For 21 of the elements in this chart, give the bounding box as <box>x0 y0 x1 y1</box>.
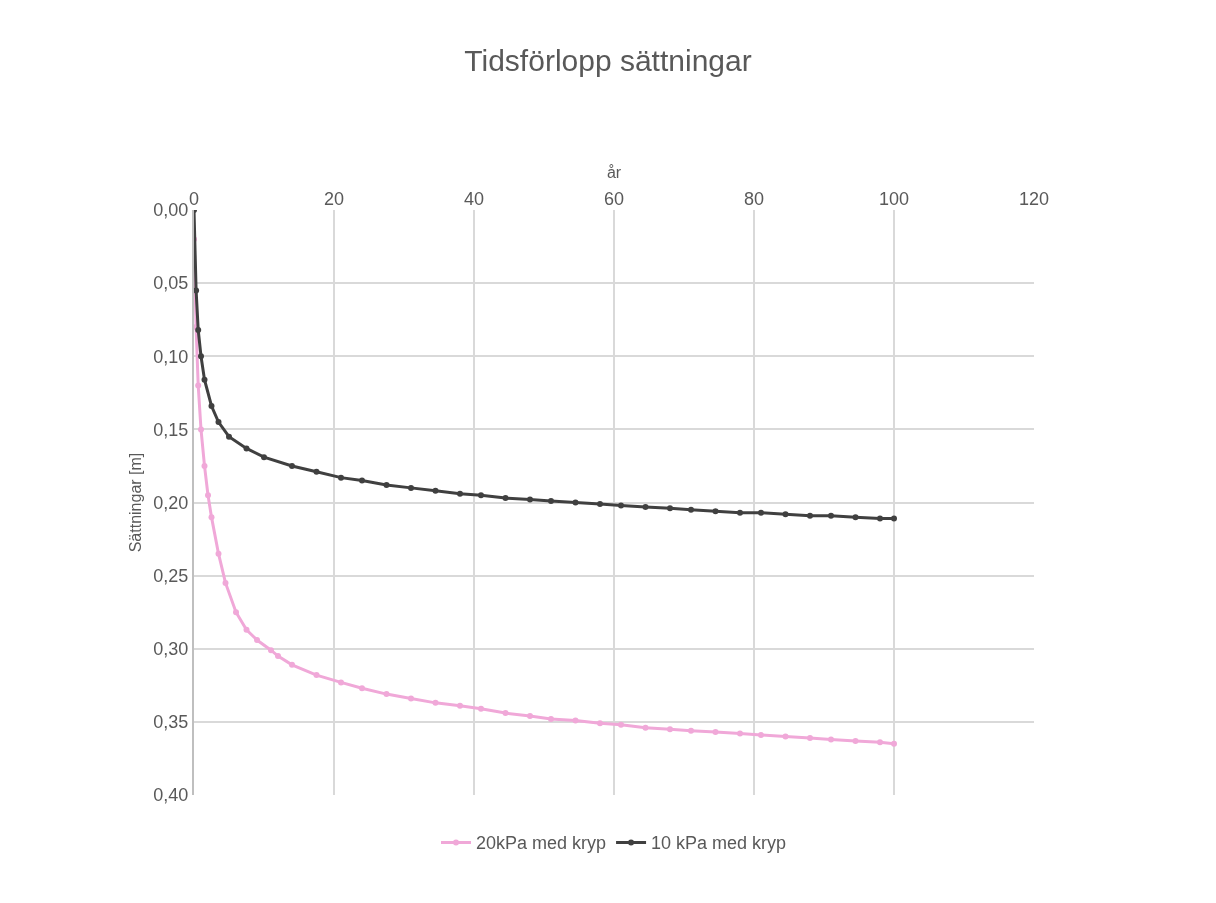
y-tick-label: 0,25 <box>153 565 189 586</box>
y-tick-label: 0,30 <box>153 639 189 660</box>
y-tick-label: 0,40 <box>153 785 189 806</box>
y-tick-label: 0,00 <box>153 200 189 221</box>
y-tick-label: 0,05 <box>153 273 189 294</box>
x-tick-label: 80 <box>743 189 765 210</box>
x-tick-label: 100 <box>878 189 910 210</box>
x-tick-label: 60 <box>603 189 625 210</box>
x-tick-label: 120 <box>1018 189 1050 210</box>
y-tick-label: 0,20 <box>153 492 189 513</box>
x-tick-label: 0 <box>188 189 200 210</box>
x-tick-label: 40 <box>463 189 485 210</box>
legend-label: 10 kPa med kryp <box>651 833 787 854</box>
y-tick-label: 0,10 <box>153 346 189 367</box>
y-tick-label: 0,15 <box>153 419 189 440</box>
chart-title: Tidsförlopp sättningar <box>464 44 752 77</box>
y-tick-label: 0,35 <box>153 712 189 733</box>
x-tick-label: 20 <box>323 189 345 210</box>
x-axis-title: år <box>606 164 622 182</box>
y-axis-title: Sättningar [m] <box>126 452 144 553</box>
legend-label: 20kPa med kryp <box>476 833 607 854</box>
